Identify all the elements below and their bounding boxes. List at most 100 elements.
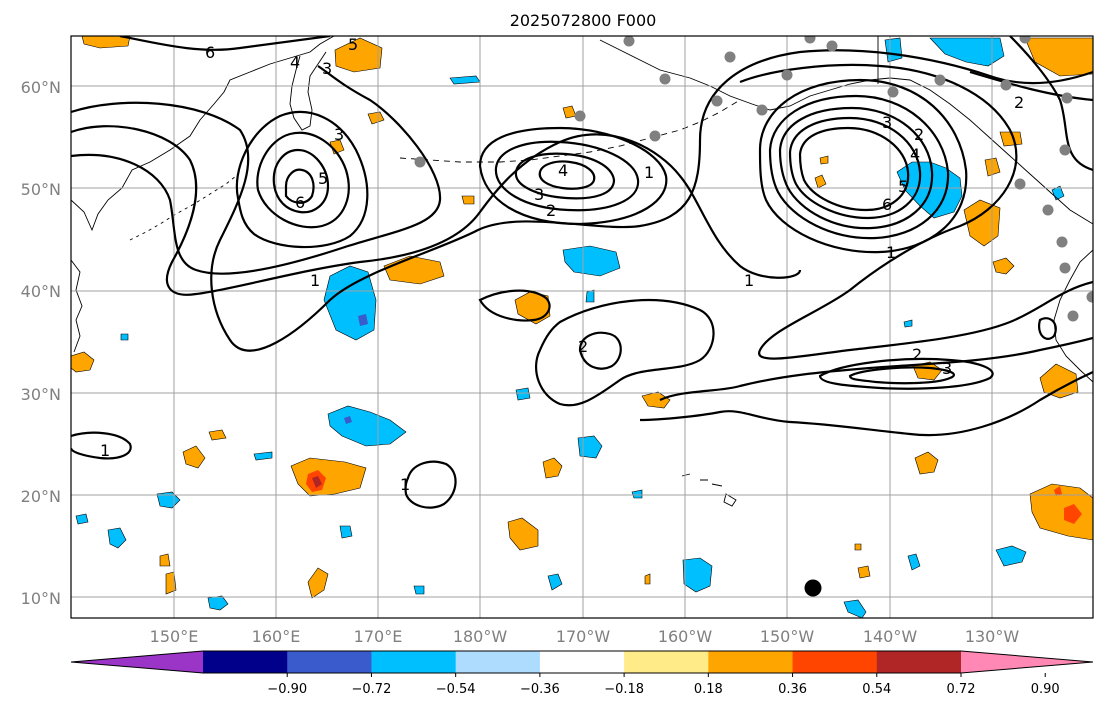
contour-label: 6 bbox=[882, 195, 892, 214]
contour-line bbox=[71, 65, 442, 275]
lon-label: 150°E bbox=[150, 627, 199, 646]
contour-line bbox=[478, 126, 668, 226]
contour-line bbox=[538, 160, 596, 190]
station-dot bbox=[804, 36, 816, 44]
colorbar-segment bbox=[455, 651, 541, 673]
kamchatka-coastline bbox=[289, 51, 327, 131]
contour-line bbox=[478, 289, 551, 322]
station-dot bbox=[724, 51, 736, 63]
japan-coastline bbox=[71, 259, 83, 353]
station-dot bbox=[1000, 79, 1012, 91]
colorbar-tick-label: 0.72 bbox=[947, 682, 976, 697]
contour-line bbox=[404, 460, 457, 509]
contour-line bbox=[1009, 36, 1093, 172]
colorbar-tick-label: −0.90 bbox=[267, 682, 307, 697]
contour-label: 5 bbox=[348, 35, 358, 54]
contour-label: 3 bbox=[882, 113, 892, 132]
coastlines bbox=[71, 36, 1093, 507]
contour-label: 2 bbox=[914, 125, 924, 144]
station-dot bbox=[887, 86, 899, 98]
colorbar-segment bbox=[287, 651, 372, 673]
station-dot bbox=[1059, 262, 1071, 274]
lon-label: 170°E bbox=[354, 627, 403, 646]
colorbar-tick-label: 0.18 bbox=[694, 682, 723, 697]
contour-label: 5 bbox=[318, 169, 328, 188]
lon-label: 150°W bbox=[760, 627, 815, 646]
colorbar-segment bbox=[539, 651, 625, 673]
north-america-coastline bbox=[1053, 249, 1093, 383]
contour-label: 1 bbox=[886, 243, 896, 262]
station-dot bbox=[1042, 204, 1054, 216]
hawaii-islands bbox=[681, 473, 737, 507]
contour-label: 6 bbox=[295, 193, 305, 212]
lon-label: 160°W bbox=[658, 627, 713, 646]
station-dot bbox=[711, 95, 723, 107]
station-dot bbox=[1067, 310, 1079, 322]
station-dot bbox=[574, 110, 586, 122]
colorbar-segments bbox=[70, 650, 1094, 674]
contour-label: 3 bbox=[334, 125, 344, 144]
contour-line bbox=[818, 357, 994, 390]
contour-label: 5 bbox=[898, 177, 908, 196]
station-dot bbox=[649, 130, 661, 142]
contour-line bbox=[578, 331, 622, 370]
contour-line bbox=[71, 125, 802, 296]
station-dot bbox=[826, 40, 838, 52]
contour-label: 2 bbox=[578, 337, 588, 356]
contour-label: 1 bbox=[644, 163, 654, 182]
station-dot bbox=[659, 73, 671, 85]
station-dot bbox=[1019, 36, 1031, 44]
contour-line bbox=[788, 116, 922, 220]
colorbar-segment bbox=[708, 651, 794, 673]
colorbar: −0.90 −0.72 −0.54 −0.36 −0.18 0.18 0.36 0.54 0.7… bbox=[70, 650, 1094, 697]
colorbar-segment bbox=[876, 651, 962, 673]
lat-label: 20°N bbox=[21, 487, 61, 506]
colorbar-segment bbox=[203, 651, 288, 673]
contour-line bbox=[71, 431, 132, 460]
colorbar-tick-label: −0.18 bbox=[604, 682, 644, 697]
lat-label: 40°N bbox=[21, 282, 61, 301]
longitude-labels: 150°E 160°E 170°E 180°W 170°W 160°W 150°… bbox=[150, 627, 1020, 646]
contour-line bbox=[284, 168, 315, 204]
station-dot bbox=[934, 74, 946, 86]
colorbar-ticks: −0.90 −0.72 −0.54 −0.36 −0.18 0.18 0.36 0.54 0.7… bbox=[267, 673, 1060, 697]
contour-label: 2 bbox=[1014, 93, 1024, 112]
shaded-anomalies bbox=[71, 36, 1093, 618]
contour-line bbox=[739, 63, 1093, 360]
contour-label: 6 bbox=[205, 43, 215, 62]
station-dot bbox=[1061, 92, 1073, 104]
colorbar-outline bbox=[70, 650, 1094, 674]
contours bbox=[71, 36, 1093, 509]
contour-label: 3 bbox=[942, 359, 952, 378]
contour-label: 1 bbox=[310, 271, 320, 290]
contour-line bbox=[272, 148, 330, 214]
lon-label: 160°E bbox=[252, 627, 301, 646]
contour-line bbox=[969, 70, 1093, 102]
latitude-labels: 60°N 50°N 40°N 30°N 20°N 10°N bbox=[21, 78, 61, 608]
colorbar-segment bbox=[624, 651, 709, 673]
contour-line bbox=[514, 152, 616, 200]
contour-line bbox=[659, 336, 1093, 401]
contour-line bbox=[778, 106, 934, 230]
contour-label: 3 bbox=[534, 185, 544, 204]
contour-line bbox=[848, 366, 956, 385]
contour-line bbox=[119, 36, 331, 51]
map-area: 6 4 3 5 6 5 3 4 3 2 1 1 6 5 4 3 2 1 2 3 … bbox=[71, 35, 1093, 618]
contour-line bbox=[639, 371, 1093, 437]
contour-line bbox=[758, 78, 968, 254]
asia-coastline bbox=[71, 36, 335, 232]
contour-line bbox=[768, 94, 950, 240]
contour-label: 4 bbox=[910, 145, 920, 164]
lon-label: 130°W bbox=[965, 627, 1020, 646]
map-title: 2025072800 F000 bbox=[510, 11, 657, 30]
station-dot bbox=[1059, 144, 1071, 156]
station-dot bbox=[414, 156, 426, 168]
contour-line bbox=[535, 298, 715, 407]
colorbar-segment bbox=[792, 651, 878, 673]
station-dot bbox=[756, 104, 768, 116]
lon-label: 140°W bbox=[863, 627, 918, 646]
lat-label: 30°N bbox=[21, 385, 61, 404]
contour-label: 2 bbox=[546, 201, 556, 220]
contour-line bbox=[494, 140, 640, 212]
